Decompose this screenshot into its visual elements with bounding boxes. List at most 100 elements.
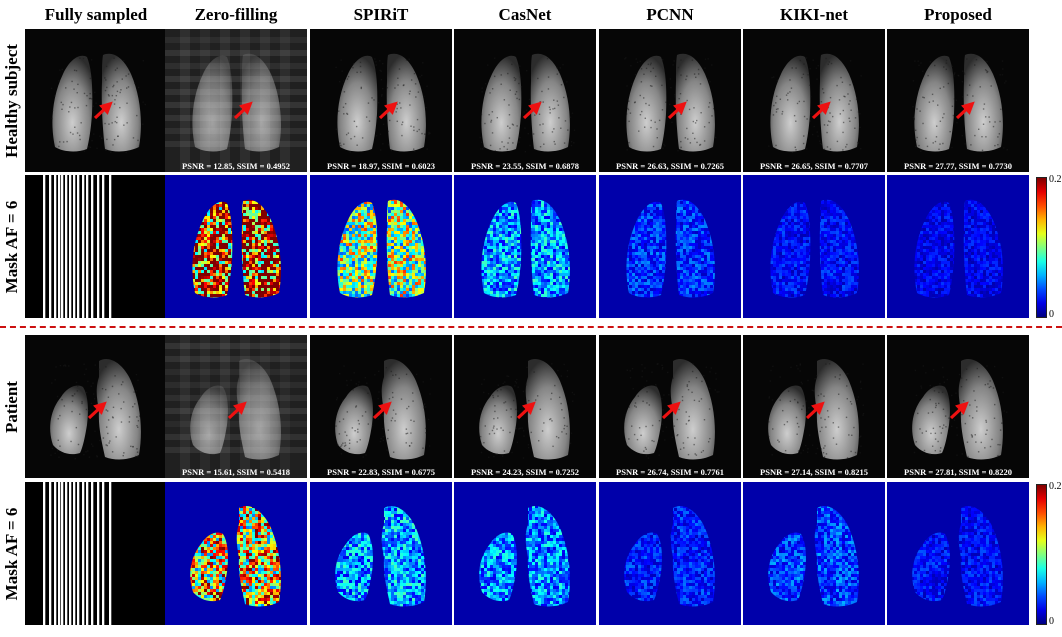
- colorbar-max-label: 0.2: [1049, 481, 1062, 492]
- arrow-marker: [372, 401, 392, 420]
- arrow-marker: [227, 401, 247, 420]
- error-map: [887, 175, 1029, 318]
- image-panel: [743, 175, 885, 318]
- column-title: CasNet: [498, 5, 552, 24]
- image-panel: [743, 482, 885, 625]
- error-map: [599, 175, 741, 318]
- arrow-marker: [955, 101, 975, 120]
- arrow-marker: [811, 101, 831, 120]
- metric-label: PSNR = 27.81, SSIM = 0.8220: [904, 467, 1012, 477]
- error-map: [743, 175, 885, 318]
- mri-image: [310, 29, 452, 172]
- image-panel: PSNR = 15.61, SSIM = 0.5418: [165, 335, 307, 478]
- column-title: Proposed: [924, 5, 992, 24]
- row-title: Patient: [0, 335, 24, 478]
- error-map: [887, 482, 1029, 625]
- mri-image: [25, 335, 167, 478]
- mri-image: [454, 335, 596, 478]
- image-panel: PSNR = 26.63, SSIM = 0.7265: [599, 29, 741, 172]
- mri-image: [25, 29, 167, 172]
- image-panel: PSNR = 27.77, SSIM = 0.7730: [887, 29, 1029, 172]
- image-panel: [310, 482, 452, 625]
- image-panel: [25, 482, 167, 625]
- metric-label: PSNR = 27.14, SSIM = 0.8215: [760, 467, 868, 477]
- arrow-marker: [516, 401, 536, 420]
- image-panel: PSNR = 23.55, SSIM = 0.6878: [454, 29, 596, 172]
- image-panel: [454, 175, 596, 318]
- sampling-mask: [25, 175, 167, 318]
- image-panel: PSNR = 27.81, SSIM = 0.8220: [887, 335, 1029, 478]
- image-panel: PSNR = 22.83, SSIM = 0.6775: [310, 335, 452, 478]
- image-panel: PSNR = 26.65, SSIM = 0.7707: [743, 29, 885, 172]
- metric-label: PSNR = 12.85, SSIM = 0.4952: [182, 161, 290, 171]
- metric-label: PSNR = 27.77, SSIM = 0.7730: [904, 161, 1012, 171]
- error-map: [743, 482, 885, 625]
- row-separator: [0, 326, 1062, 328]
- image-panel: [887, 482, 1029, 625]
- image-panel: [887, 175, 1029, 318]
- sampling-mask: [25, 482, 167, 625]
- column-title: SPIRiT: [353, 5, 409, 24]
- row-title-text: Mask AF = 6: [2, 200, 21, 293]
- metric-label: PSNR = 26.74, SSIM = 0.7761: [616, 467, 724, 477]
- colorbar: [1036, 177, 1047, 318]
- image-panel: [25, 175, 167, 318]
- image-panel: [454, 482, 596, 625]
- mri-image: [743, 29, 885, 172]
- mri-image: [165, 335, 307, 478]
- colorbar-max-label: 0.2: [1049, 174, 1062, 185]
- image-panel: [599, 482, 741, 625]
- colorbar-min-label: 0: [1049, 616, 1054, 627]
- column-title: Zero-filling: [194, 5, 278, 24]
- image-panel: PSNR = 27.14, SSIM = 0.8215: [743, 335, 885, 478]
- image-panel: [165, 482, 307, 625]
- error-map: [599, 482, 741, 625]
- colorbar: [1036, 484, 1047, 625]
- image-panel: [165, 175, 307, 318]
- mri-image: [599, 335, 741, 478]
- error-map: [310, 482, 452, 625]
- image-panel: PSNR = 24.23, SSIM = 0.7252: [454, 335, 596, 478]
- image-panel: [310, 175, 452, 318]
- metric-label: PSNR = 26.63, SSIM = 0.7265: [616, 161, 724, 171]
- mri-image: [165, 29, 307, 172]
- column-title: KIKI-net: [780, 5, 848, 24]
- metric-label: PSNR = 24.23, SSIM = 0.7252: [471, 467, 579, 477]
- metric-label: PSNR = 18.97, SSIM = 0.6023: [327, 161, 435, 171]
- arrow-marker: [378, 101, 398, 120]
- mri-image: [887, 29, 1029, 172]
- column-title: Fully sampled: [44, 5, 148, 24]
- error-map: [165, 482, 307, 625]
- metric-label: PSNR = 26.65, SSIM = 0.7707: [760, 161, 868, 171]
- arrow-marker: [233, 101, 253, 120]
- arrow-marker: [87, 401, 107, 420]
- arrow-marker: [93, 101, 113, 120]
- mri-image: [743, 335, 885, 478]
- row-title: Healthy subject: [0, 29, 24, 172]
- mri-image: [599, 29, 741, 172]
- image-panel: [599, 175, 741, 318]
- column-title: PCNN: [646, 5, 694, 24]
- arrow-marker: [661, 401, 681, 420]
- row-title-text: Patient: [2, 380, 21, 433]
- row-title-text: Healthy subject: [2, 43, 21, 158]
- mri-image: [454, 29, 596, 172]
- mri-image: [887, 335, 1029, 478]
- mri-image: [310, 335, 452, 478]
- error-map: [454, 482, 596, 625]
- metric-label: PSNR = 15.61, SSIM = 0.5418: [182, 467, 290, 477]
- row-title: Mask AF = 6: [0, 175, 24, 318]
- error-map: [310, 175, 452, 318]
- arrow-marker: [522, 101, 542, 120]
- image-panel: PSNR = 18.97, SSIM = 0.6023: [310, 29, 452, 172]
- image-panel: PSNR = 26.74, SSIM = 0.7761: [599, 335, 741, 478]
- metric-label: PSNR = 22.83, SSIM = 0.6775: [327, 467, 435, 477]
- row-title: Mask AF = 6: [0, 482, 24, 625]
- arrow-marker: [949, 401, 969, 420]
- image-panel: [25, 29, 167, 172]
- colorbar-min-label: 0: [1049, 309, 1054, 320]
- error-map: [454, 175, 596, 318]
- image-panel: [25, 335, 167, 478]
- error-map: [165, 175, 307, 318]
